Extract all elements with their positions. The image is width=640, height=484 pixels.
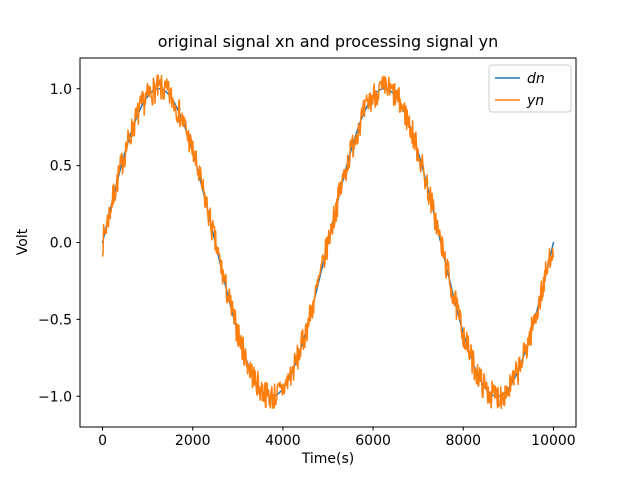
y-tick-label: 0.0 bbox=[50, 236, 72, 252]
y-axis-label: Volt bbox=[15, 228, 31, 255]
legend-label-dn: dn bbox=[527, 71, 545, 87]
x-tick-label: 10000 bbox=[531, 433, 576, 449]
y-tick-label: 0.5 bbox=[50, 159, 72, 175]
series-line-yn bbox=[101, 74, 555, 410]
y-tick-label: 1.0 bbox=[50, 82, 72, 98]
legend-label-yn: yn bbox=[526, 93, 544, 109]
x-tick-label: 8000 bbox=[445, 433, 481, 449]
x-axis-label: Time(s) bbox=[301, 451, 354, 467]
chart-title: original signal xn and processing signal… bbox=[158, 32, 499, 51]
y-axis-ticks: −1.0 −0.5 0.0 0.5 1.0 bbox=[38, 82, 80, 405]
y-tick-label: −0.5 bbox=[38, 312, 72, 328]
x-tick-label: 0 bbox=[98, 433, 107, 449]
plot-series bbox=[101, 74, 555, 410]
x-axis-ticks: 0 2000 4000 6000 8000 10000 bbox=[98, 427, 576, 449]
x-tick-label: 2000 bbox=[175, 433, 211, 449]
x-tick-label: 6000 bbox=[355, 433, 391, 449]
y-tick-label: −1.0 bbox=[38, 389, 72, 405]
x-tick-label: 4000 bbox=[265, 433, 301, 449]
legend: dn yn bbox=[488, 64, 572, 113]
